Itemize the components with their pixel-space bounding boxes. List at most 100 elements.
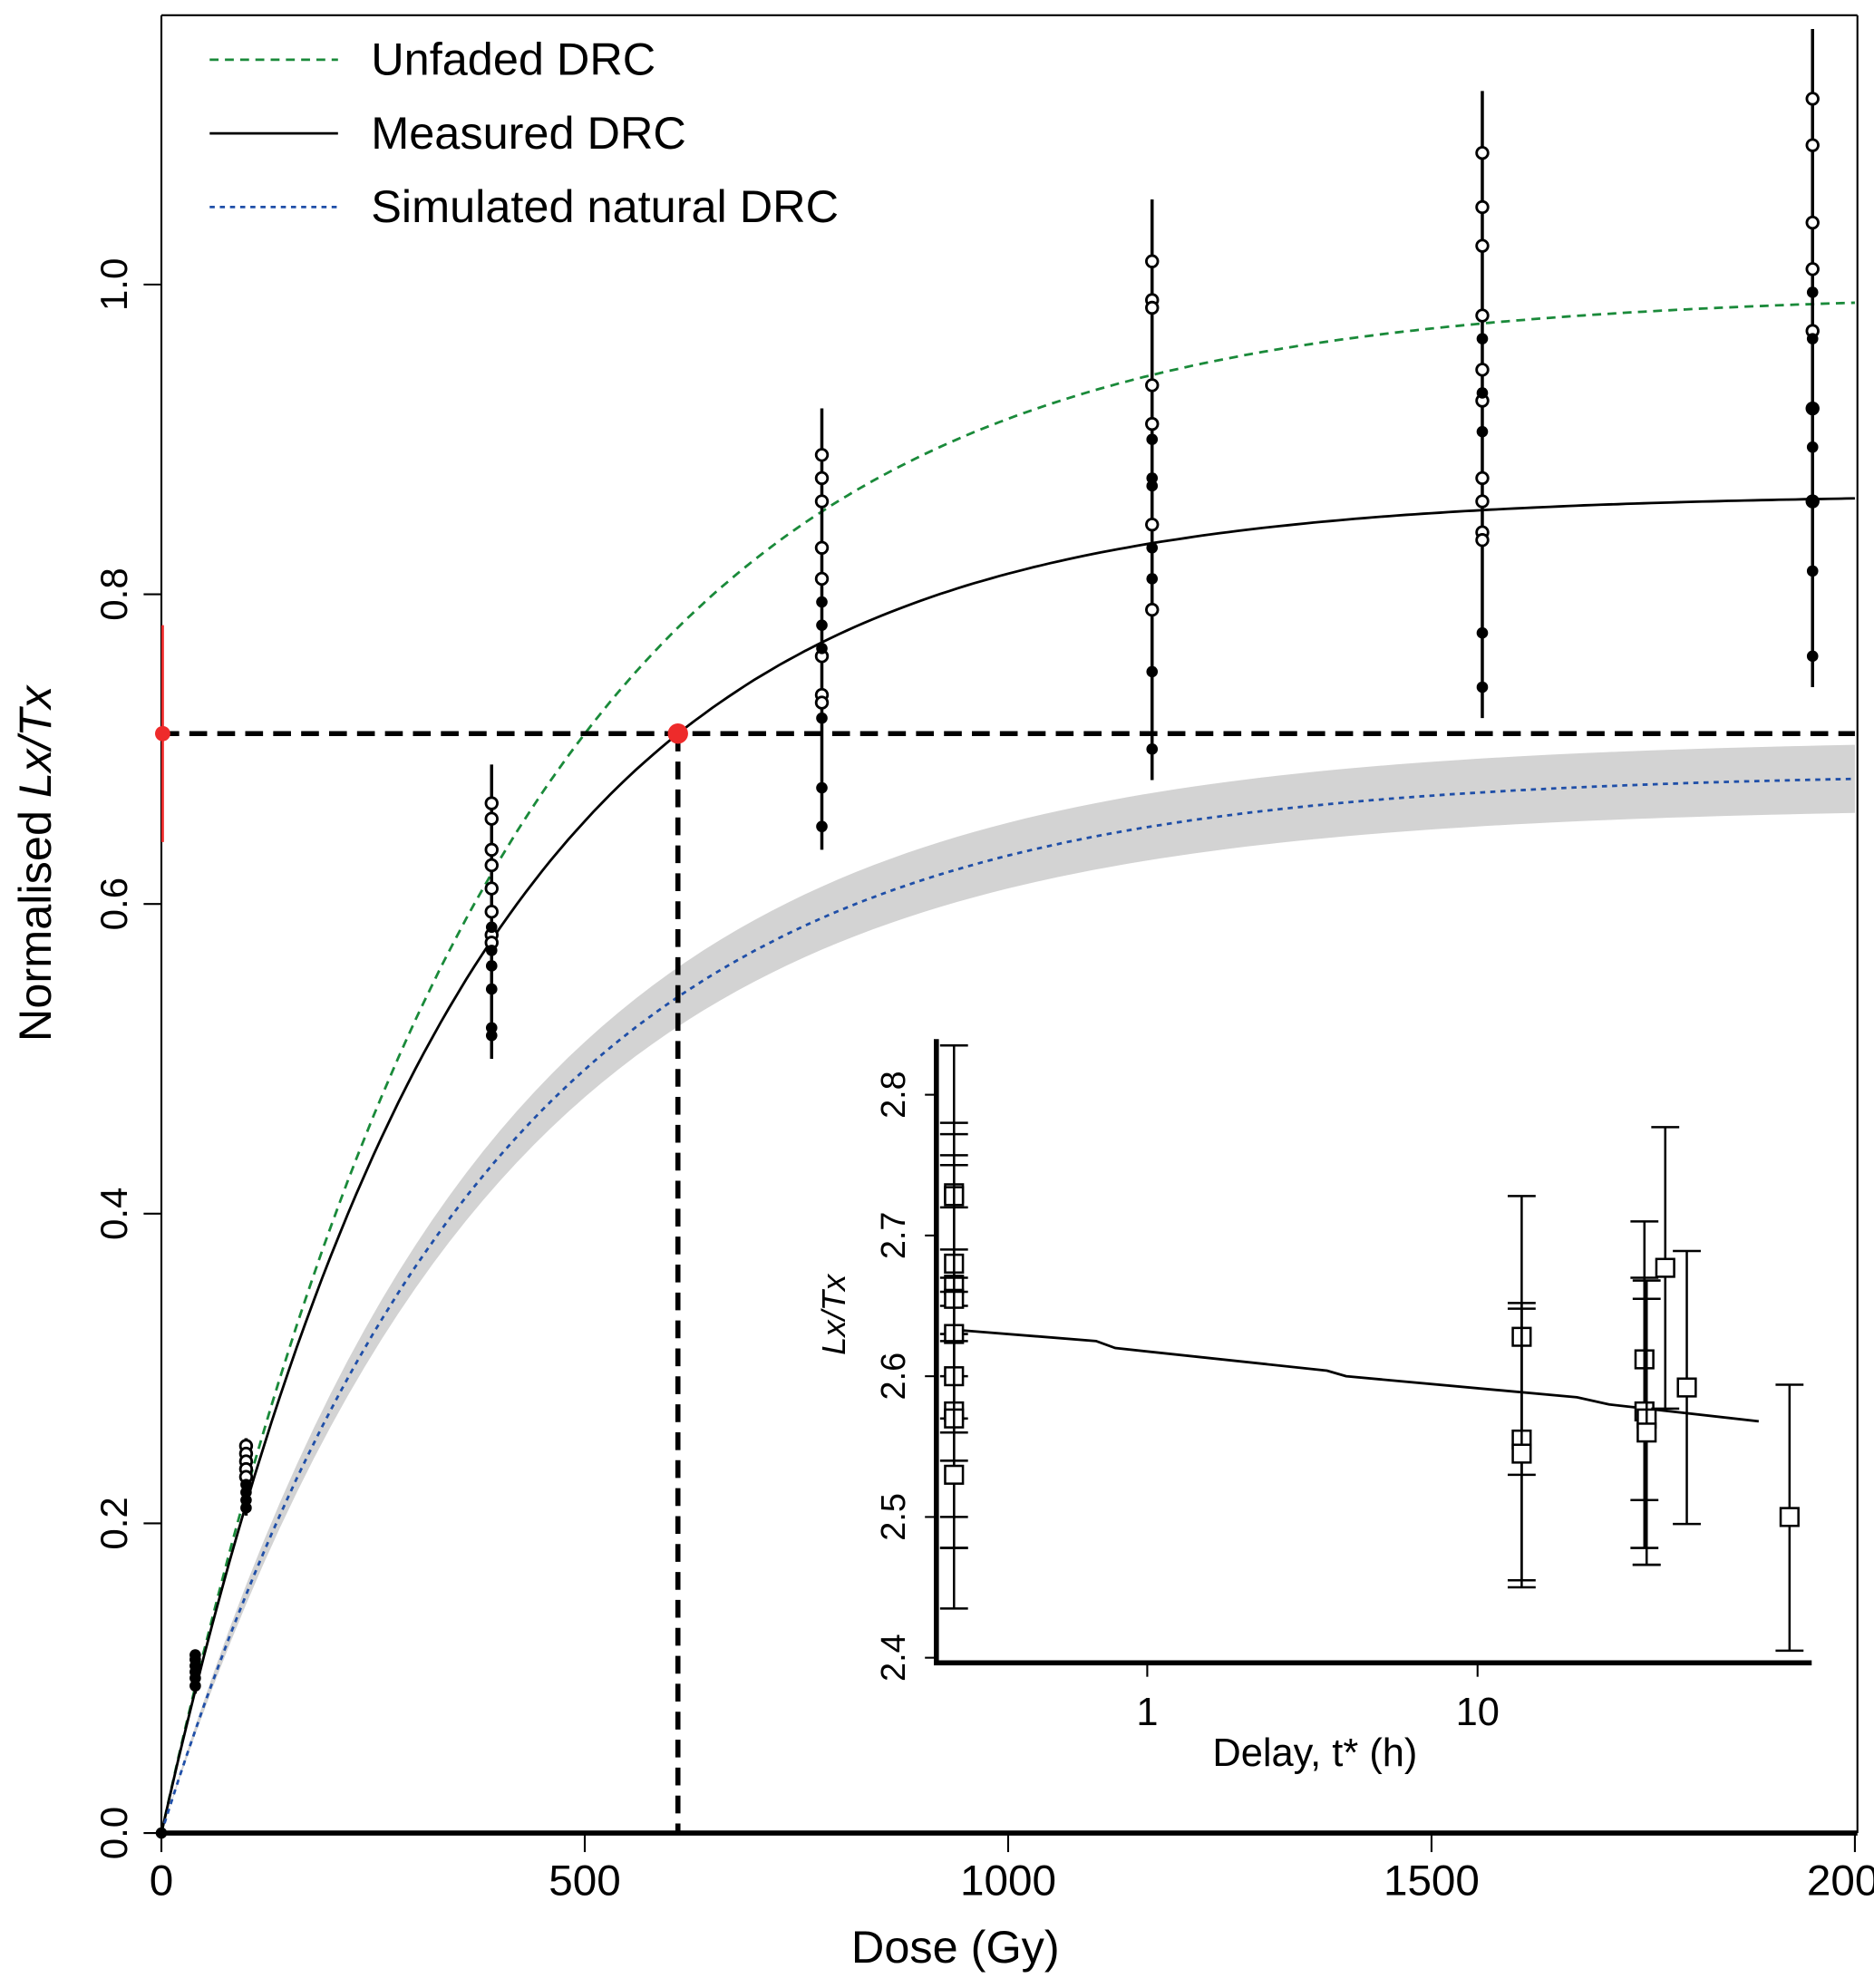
- y-tick-label: 0.4: [92, 1188, 135, 1240]
- x-tick-label: 0: [150, 1857, 174, 1906]
- equivalent-dose-point: [667, 723, 688, 744]
- filled-data-point: [1806, 286, 1819, 298]
- inset-data-point: [1511, 1443, 1532, 1464]
- y-tick-label: 0.0: [92, 1807, 135, 1859]
- inset-data-point: [1636, 1422, 1657, 1443]
- y-tick-label: 1.0: [92, 258, 135, 311]
- inset-y-tick-label: 2.6: [875, 1353, 913, 1401]
- open-data-point: [1805, 215, 1820, 230]
- filled-data-point: [1806, 495, 1819, 508]
- legend-label-2: Simulated natural DRC: [371, 180, 839, 232]
- filled-data-point: [816, 781, 828, 794]
- inset-data-point: [944, 1464, 965, 1485]
- open-data-point: [1475, 470, 1490, 486]
- x-tick-label: 1500: [1384, 1857, 1480, 1906]
- y-axis-label: Normalised Lx/Tx: [9, 684, 61, 1042]
- legend-label-0: Unfaded DRC: [371, 34, 655, 85]
- simulated-drc-uncertainty-band: [161, 744, 1855, 1834]
- legend-label-1: Measured DRC: [371, 107, 686, 159]
- y-tick-label: 0.6: [92, 878, 135, 930]
- open-data-point: [1145, 517, 1160, 532]
- filled-data-point: [816, 596, 828, 608]
- open-data-point: [1145, 602, 1160, 617]
- inset-y-tick-label: 2.5: [875, 1493, 913, 1541]
- filled-data-point: [1806, 402, 1819, 414]
- inset-y-axis-label: Lx/Tx: [815, 1273, 852, 1355]
- x-tick-label: 2000: [1807, 1857, 1874, 1906]
- simulated-natural-drc-curve: [160, 777, 1855, 1834]
- inset-y-tick-label: 2.4: [875, 1634, 913, 1682]
- open-data-point: [814, 448, 830, 462]
- open-data-point: [1475, 363, 1490, 377]
- filled-data-point: [485, 945, 498, 956]
- filled-data-point: [189, 1680, 201, 1692]
- inset-y-tick-label: 2.8: [875, 1071, 913, 1119]
- open-data-point: [1805, 262, 1820, 276]
- open-data-point: [484, 904, 499, 919]
- filled-data-point: [1806, 333, 1819, 344]
- open-data-point: [484, 881, 499, 896]
- filled-data-point: [1146, 433, 1159, 446]
- inset-x-tick-label: 10: [1456, 1691, 1500, 1734]
- x-axis-label: Dose (Gy): [851, 1921, 1060, 1973]
- filled-data-point: [485, 960, 498, 972]
- filled-data-point: [816, 619, 828, 631]
- open-data-point: [484, 811, 499, 826]
- inset-data-point: [1676, 1377, 1697, 1398]
- open-data-point: [1475, 308, 1490, 323]
- inset-fit-line: [954, 1328, 1760, 1423]
- open-data-point: [1145, 254, 1160, 268]
- open-data-point: [1145, 378, 1160, 393]
- open-data-point: [484, 858, 499, 873]
- inset-data-point: [1779, 1507, 1800, 1527]
- open-data-point: [484, 842, 499, 858]
- filled-data-point: [1146, 665, 1159, 678]
- filled-data-point: [485, 921, 498, 934]
- open-data-point: [1145, 416, 1160, 432]
- legend: Unfaded DRC Measured DRC Simulated natural…: [209, 34, 839, 232]
- filled-data-point: [1146, 743, 1159, 755]
- unfaded-drc-curve: [160, 301, 1855, 1834]
- filled-data-point: [1146, 541, 1159, 554]
- open-data-point: [484, 796, 499, 810]
- filled-data-point: [816, 712, 828, 724]
- open-data-point: [1475, 238, 1490, 253]
- open-data-point: [814, 470, 830, 486]
- y-tick-label: 0.2: [92, 1497, 135, 1549]
- filled-data-point: [1146, 573, 1159, 585]
- filled-data-point: [1476, 681, 1489, 693]
- open-data-point: [1475, 145, 1490, 160]
- open-data-point: [1475, 494, 1490, 509]
- filled-data-point: [1476, 626, 1489, 639]
- filled-data-point: [1476, 425, 1489, 438]
- open-data-point: [1145, 300, 1160, 315]
- open-data-point: [814, 494, 830, 509]
- x-tick-label: 1000: [960, 1857, 1056, 1906]
- filled-data-point: [1806, 565, 1819, 577]
- open-data-point: [814, 540, 830, 555]
- open-data-point: [1475, 199, 1490, 215]
- open-data-point: [814, 571, 830, 587]
- y-tick-label: 0.8: [92, 567, 135, 620]
- inset-data-point: [1655, 1257, 1675, 1278]
- open-data-point: [1475, 533, 1490, 548]
- inset-fading-plot: 2.4 2.5 2.6 2.7 2.8 1 10: [875, 1039, 1812, 1734]
- filled-data-point: [1806, 441, 1819, 453]
- inset-y-tick-label: 2.7: [875, 1212, 913, 1260]
- inset-x-tick-label: 1: [1136, 1691, 1158, 1734]
- filled-data-point: [485, 983, 498, 995]
- filled-data-point: [1476, 333, 1489, 344]
- filled-data-point: [1476, 387, 1489, 399]
- inset-x-axis-label: Delay, t* (h): [1212, 1731, 1417, 1775]
- filled-data-point: [1806, 650, 1819, 663]
- filled-data-point: [240, 1502, 252, 1514]
- filled-data-point: [816, 820, 828, 833]
- measured-drc-curve: [160, 497, 1855, 1834]
- x-tick-label: 500: [549, 1857, 620, 1906]
- open-data-point: [814, 695, 830, 710]
- filled-data-point: [1146, 480, 1159, 492]
- open-data-point: [1805, 138, 1820, 152]
- natural-point: [155, 725, 170, 742]
- filled-data-point: [816, 642, 828, 655]
